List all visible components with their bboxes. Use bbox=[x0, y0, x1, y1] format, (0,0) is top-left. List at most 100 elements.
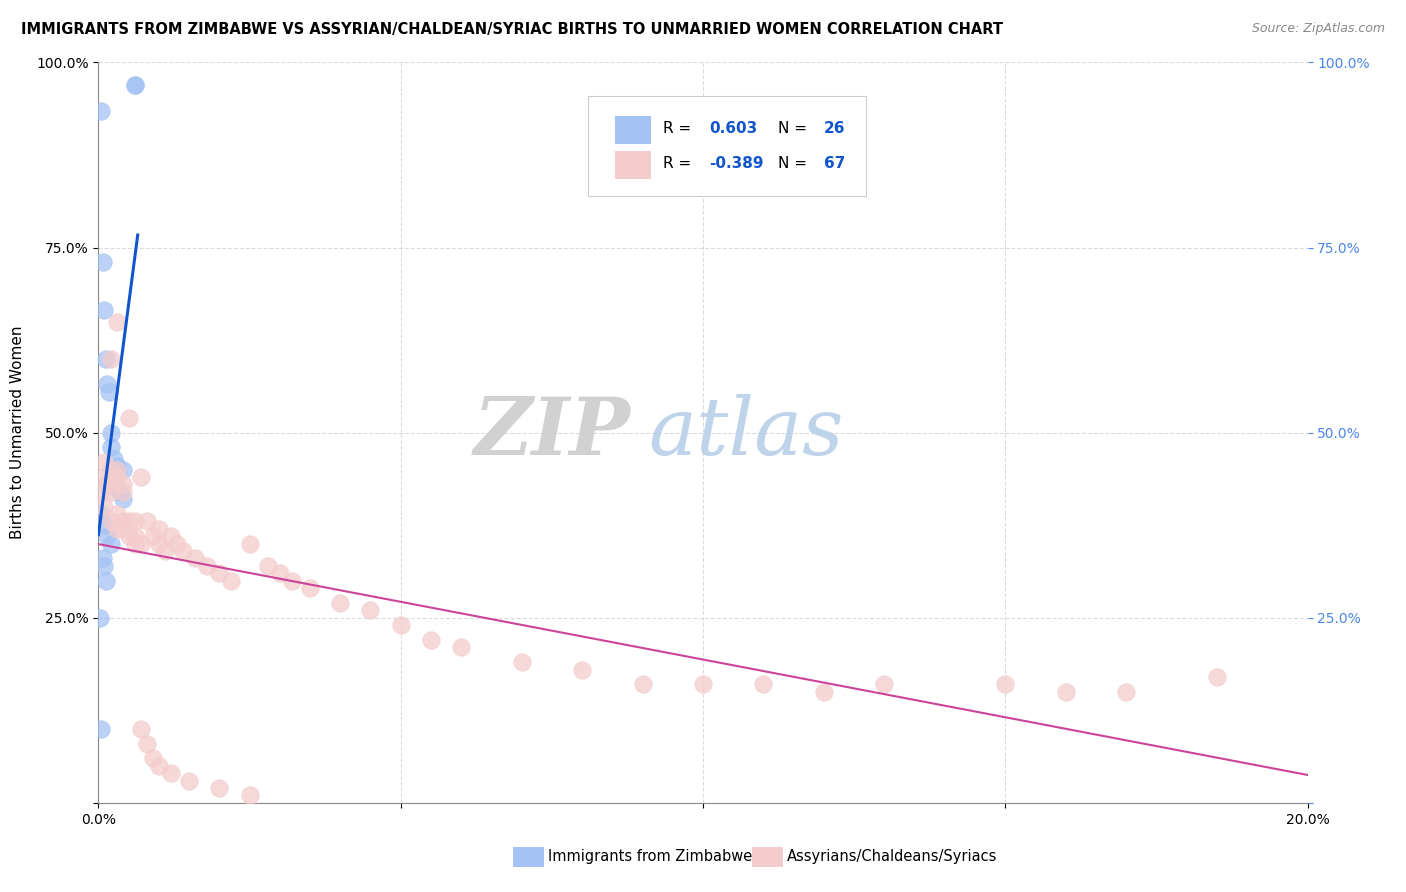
Text: 67: 67 bbox=[824, 156, 845, 171]
Point bbox=[90, 103, 112, 118]
Point bbox=[111, 462, 134, 476]
Point bbox=[118, 410, 141, 425]
Point bbox=[90, 484, 112, 499]
Point bbox=[142, 529, 165, 543]
Point bbox=[111, 477, 134, 491]
Text: Source: ZipAtlas.com: Source: ZipAtlas.com bbox=[1251, 22, 1385, 36]
Point bbox=[994, 677, 1017, 691]
Point bbox=[96, 529, 118, 543]
Text: 0.603: 0.603 bbox=[709, 120, 758, 136]
Point bbox=[239, 789, 262, 803]
Point bbox=[100, 441, 122, 455]
Point bbox=[93, 455, 115, 469]
Text: atlas: atlas bbox=[648, 394, 844, 471]
Point bbox=[91, 255, 114, 269]
Point bbox=[160, 529, 183, 543]
Point bbox=[1206, 670, 1229, 684]
Point bbox=[148, 758, 170, 772]
Point bbox=[105, 458, 128, 473]
FancyBboxPatch shape bbox=[588, 95, 866, 195]
Point bbox=[208, 780, 231, 795]
Point bbox=[100, 462, 122, 476]
Point bbox=[129, 722, 152, 736]
Bar bbox=[614, 152, 651, 179]
Point bbox=[179, 773, 201, 788]
Text: R =: R = bbox=[664, 120, 696, 136]
Point bbox=[148, 522, 170, 536]
Text: ZIP: ZIP bbox=[474, 394, 630, 471]
Bar bbox=[614, 116, 651, 144]
Text: Assyrians/Chaldeans/Syriacs: Assyrians/Chaldeans/Syriacs bbox=[787, 849, 998, 863]
Point bbox=[571, 663, 593, 677]
Point bbox=[450, 640, 472, 655]
Point bbox=[96, 377, 118, 392]
Point bbox=[93, 518, 115, 533]
Point bbox=[281, 574, 304, 588]
Point bbox=[124, 536, 146, 550]
Point bbox=[100, 515, 122, 529]
Point bbox=[631, 677, 654, 691]
Point bbox=[256, 558, 278, 573]
Point bbox=[135, 515, 157, 529]
Point bbox=[94, 574, 117, 588]
Point bbox=[148, 536, 170, 550]
Point bbox=[135, 737, 157, 751]
Point bbox=[111, 522, 134, 536]
Point bbox=[93, 500, 115, 514]
Point bbox=[160, 766, 183, 780]
Point bbox=[184, 551, 207, 566]
Text: -0.389: -0.389 bbox=[709, 156, 763, 171]
Point bbox=[93, 303, 115, 318]
Point bbox=[239, 536, 262, 550]
Point bbox=[100, 425, 122, 440]
Point bbox=[94, 351, 117, 366]
Point bbox=[100, 484, 122, 499]
Text: IMMIGRANTS FROM ZIMBABWE VS ASSYRIAN/CHALDEAN/SYRIAC BIRTHS TO UNMARRIED WOMEN C: IMMIGRANTS FROM ZIMBABWE VS ASSYRIAN/CHA… bbox=[21, 22, 1002, 37]
Point bbox=[1115, 685, 1137, 699]
Point bbox=[105, 507, 128, 521]
Point bbox=[129, 470, 152, 484]
Point bbox=[813, 685, 835, 699]
Point bbox=[89, 610, 111, 624]
Point bbox=[91, 551, 114, 566]
Point bbox=[1054, 685, 1077, 699]
Point bbox=[91, 470, 114, 484]
Point bbox=[105, 481, 128, 495]
Point bbox=[299, 581, 322, 595]
Point bbox=[100, 351, 122, 366]
Point bbox=[105, 462, 128, 476]
Point bbox=[90, 507, 112, 521]
Y-axis label: Births to Unmarried Women: Births to Unmarried Women bbox=[10, 326, 25, 540]
Point bbox=[108, 484, 131, 499]
Point bbox=[118, 515, 141, 529]
Point bbox=[360, 603, 382, 617]
Point bbox=[105, 314, 128, 328]
Point bbox=[221, 574, 243, 588]
Point bbox=[98, 384, 121, 399]
Point bbox=[124, 529, 146, 543]
Text: R =: R = bbox=[664, 156, 696, 171]
Point bbox=[105, 522, 128, 536]
Point bbox=[142, 751, 165, 765]
Text: 26: 26 bbox=[824, 120, 845, 136]
Point bbox=[420, 632, 443, 647]
Point bbox=[208, 566, 231, 581]
Point bbox=[111, 484, 134, 499]
Point bbox=[153, 544, 176, 558]
Point bbox=[124, 78, 146, 92]
Point bbox=[111, 515, 134, 529]
Point bbox=[105, 470, 128, 484]
Point bbox=[172, 544, 194, 558]
Point bbox=[105, 467, 128, 481]
Point bbox=[96, 477, 118, 491]
Point bbox=[195, 558, 218, 573]
Point bbox=[124, 515, 146, 529]
Point bbox=[873, 677, 896, 691]
Point bbox=[692, 677, 714, 691]
Text: N =: N = bbox=[778, 156, 811, 171]
Point bbox=[90, 722, 112, 736]
Point bbox=[510, 655, 533, 669]
Text: N =: N = bbox=[778, 120, 811, 136]
Point bbox=[93, 558, 115, 573]
Point bbox=[124, 78, 146, 92]
